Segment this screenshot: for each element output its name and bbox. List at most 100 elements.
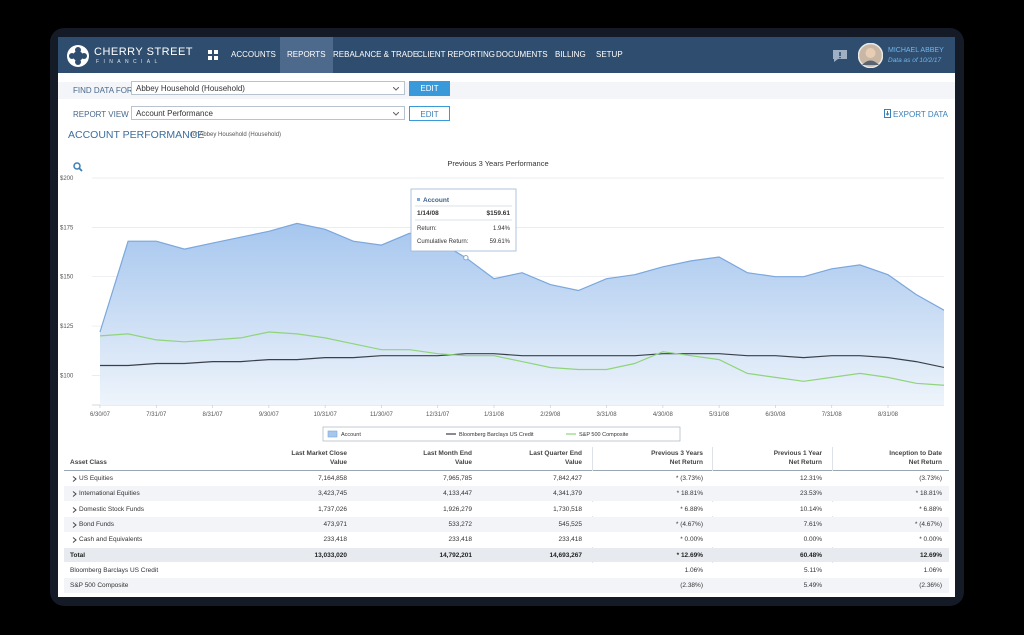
return-cell: * 0.00% <box>680 536 703 544</box>
return-cell: * (4.67%) <box>675 520 703 528</box>
nav-item[interactable]: SETUP <box>596 50 623 59</box>
expand-caret[interactable] <box>72 476 77 482</box>
x-tick-label: 5/31/08 <box>709 412 730 418</box>
return-cell: * 18.81% <box>915 490 942 498</box>
find-label: FIND DATA FOR <box>73 86 133 95</box>
expand-caret[interactable] <box>72 491 77 498</box>
return-cell: 1.06% <box>684 566 703 574</box>
apps-icon[interactable] <box>208 50 218 60</box>
x-tick-label: 1/31/08 <box>484 412 505 418</box>
column-header: Inception to Date <box>889 450 942 457</box>
table-row[interactable] <box>64 471 949 486</box>
asset-class: US Equities <box>79 475 113 482</box>
return-cell: (3.73%) <box>919 475 942 482</box>
view-label: REPORT VIEW <box>73 110 129 119</box>
tooltip-swatch <box>417 198 420 201</box>
chart: Previous 3 Years Performance $100 $125 $15… <box>60 159 944 442</box>
tooltip-date: 1/14/08 <box>417 210 439 217</box>
return-cell: 5.49% <box>803 582 822 590</box>
column-header: Asset Class <box>70 459 107 466</box>
table-row[interactable] <box>64 516 949 532</box>
data-as-of: Data as of 10/2/17 <box>888 57 942 64</box>
dropdown-caret <box>393 87 399 91</box>
value-cell: 1,926,279 <box>443 505 472 513</box>
user-name[interactable]: MICHAEL ABBEY <box>888 47 944 54</box>
nav-item[interactable]: DOCUMENTS <box>496 50 548 59</box>
tooltip-value: $159.61 <box>487 210 511 217</box>
return-cell: * (3.73%) <box>675 475 703 482</box>
x-tick-label: 11/30/07 <box>370 412 394 418</box>
table-row[interactable] <box>64 532 949 547</box>
x-tick-label: 7/31/07 <box>146 412 167 418</box>
table-row[interactable] <box>64 501 949 517</box>
value-cell: 13,033,020 <box>314 551 347 559</box>
column-header: Value <box>330 458 347 466</box>
x-tick-label: 9/30/07 <box>259 412 280 418</box>
tooltip-point <box>463 255 469 261</box>
find-value: Abbey Household (Household) <box>136 84 245 93</box>
column-header: Last Month End <box>423 450 472 457</box>
value-cell: 4,133,447 <box>443 490 472 498</box>
value-cell: 7,164,858 <box>318 475 347 482</box>
value-cell: 233,418 <box>323 536 348 544</box>
find-select[interactable]: Abbey Household (Household) <box>131 81 405 95</box>
zoom-icon[interactable] <box>73 162 83 172</box>
nav-item[interactable]: CLIENT REPORTING <box>417 50 495 59</box>
nav-item[interactable]: ACCOUNTS <box>231 50 276 59</box>
value-cell: 473,971 <box>323 520 348 528</box>
value-cell: 1,737,026 <box>318 505 347 513</box>
value-cell: 7,842,427 <box>553 475 582 482</box>
return-cell: 0.00% <box>803 536 822 544</box>
asset-class: Bond Funds <box>79 520 115 528</box>
notification-icon[interactable] <box>832 49 848 63</box>
column-header: Net Return <box>908 458 942 466</box>
column-header: Previous 1 Year <box>773 450 822 457</box>
view-value: Account Performance <box>136 109 213 118</box>
return-cell: * 6.88% <box>680 505 703 513</box>
y-tick-label: $100 <box>60 373 74 379</box>
value-cell: 7,965,785 <box>443 475 472 482</box>
y-tick-label: $200 <box>60 176 74 182</box>
return-cell: 10.14% <box>799 505 822 513</box>
logo-icon <box>67 45 89 67</box>
find-edit-button[interactable]: EDIT <box>409 81 450 96</box>
table-row <box>64 562 949 578</box>
value-cell: 14,792,201 <box>439 551 472 559</box>
export-data[interactable]: EXPORT DATA <box>893 110 948 119</box>
nav-item[interactable]: REBALANCE & TRADE <box>333 50 419 59</box>
column-header: Value <box>455 458 472 466</box>
return-cell: 5.11% <box>804 566 822 574</box>
return-cell: 1.06% <box>923 566 942 574</box>
return-cell: 23.53% <box>799 490 822 498</box>
value-cell: 233,418 <box>558 536 583 544</box>
table-row[interactable] <box>64 486 949 502</box>
tooltip-return-label: Return: <box>417 226 437 232</box>
expand-caret[interactable] <box>72 506 77 513</box>
asset-class: Domestic Stock Funds <box>79 505 145 513</box>
return-cell: 12.69% <box>919 551 942 559</box>
return-cell: * 12.69% <box>676 551 703 559</box>
x-tick-label: 7/31/08 <box>822 412 843 418</box>
legend-swatch <box>327 430 338 438</box>
series-line <box>99 222 944 333</box>
expand-caret[interactable] <box>72 537 77 544</box>
nav-item[interactable]: BILLING <box>555 50 586 59</box>
x-tick-label: 6/30/07 <box>90 412 111 418</box>
table-row <box>64 547 949 563</box>
chart-title: Previous 3 Years Performance <box>447 159 548 168</box>
view-select[interactable]: Account Performance <box>131 106 405 120</box>
legend-label: Account <box>341 432 361 438</box>
avatar[interactable] <box>858 43 883 68</box>
caret-glyph <box>72 491 77 498</box>
area <box>100 223 944 405</box>
y-tick-label: $175 <box>60 225 74 231</box>
x-tick-label: 2/29/08 <box>540 412 561 418</box>
series-line <box>99 331 944 386</box>
nav-item[interactable]: REPORTS <box>280 37 333 73</box>
logo-sub: FINANCIAL <box>96 59 162 65</box>
expand-caret[interactable] <box>72 522 77 528</box>
tooltip-cumulative: 59.61% <box>490 239 511 245</box>
x-tick-label: 10/31/07 <box>313 412 337 418</box>
view-edit-button[interactable]: EDIT <box>409 106 450 121</box>
return-cell: 7.61% <box>803 520 822 528</box>
